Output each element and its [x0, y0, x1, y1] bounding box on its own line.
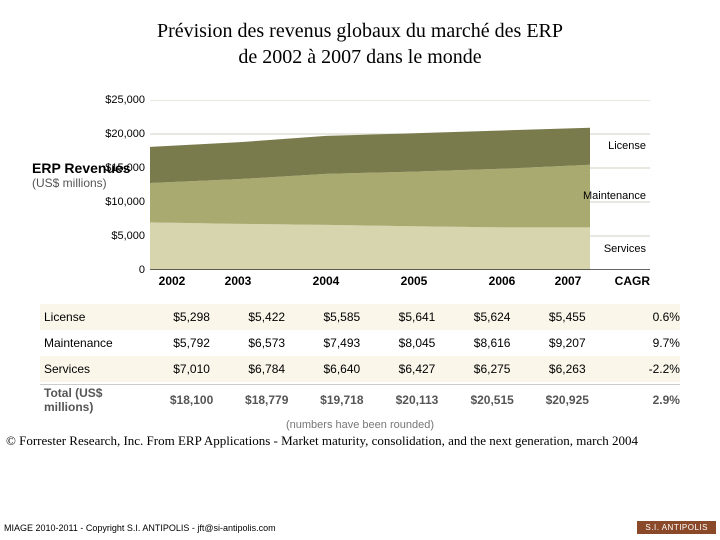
ytick-label: $15,000: [95, 162, 145, 174]
title-line2: de 2002 à 2007 dans le monde: [238, 46, 481, 68]
table-row: Maintenance$5,792$6,573$7,493$8,045$8,61…: [40, 330, 680, 356]
table-cell: $6,640: [304, 362, 379, 376]
table-cell: $7,493: [304, 336, 379, 350]
page-title: Prévision des revenus globaux du marché …: [0, 0, 720, 70]
ytick-label: 0: [95, 264, 145, 276]
table-cell: $18,100: [154, 393, 229, 407]
credit-line: © Forrester Research, Inc. From ERP Appl…: [6, 433, 714, 449]
chart-svg: [150, 100, 650, 270]
data-table: License$5,298$5,422$5,585$5,641$5,624$5,…: [40, 304, 680, 413]
table-cell: -2.2%: [605, 362, 680, 376]
row-cells: $7,010$6,784$6,640$6,427$6,275$6,263-2.2…: [154, 362, 680, 376]
xtick-year: 2006: [458, 274, 546, 296]
xtick-year: 2005: [370, 274, 458, 296]
table-cell: $5,641: [379, 310, 454, 324]
table-cell: $6,784: [229, 362, 304, 376]
table-cell: $19,718: [304, 393, 379, 407]
table-cell: $5,422: [229, 310, 304, 324]
ytick-label: $10,000: [95, 196, 145, 208]
table-cell: 9.7%: [605, 336, 680, 350]
stacked-area-chart: $25,000$20,000$15,000$10,000$5,0000Servi…: [150, 100, 650, 270]
table-cell: $5,585: [304, 310, 379, 324]
table-cell: $8,045: [379, 336, 454, 350]
xtick-year: 2004: [282, 274, 370, 296]
xtick-year: 2003: [194, 274, 282, 296]
table-cell: $7,010: [154, 362, 229, 376]
xtick-year: 2002: [150, 274, 194, 296]
series-label: License: [608, 140, 646, 152]
xtick-year: 2007: [546, 274, 590, 296]
footer: MIAGE 2010-2011 - Copyright S.I. ANTIPOL…: [4, 521, 716, 534]
rounded-note: (numbers have been rounded): [0, 419, 720, 431]
table-cell: $6,573: [229, 336, 304, 350]
table-row: Total (US$ millions)$18,100$18,779$19,71…: [40, 384, 680, 413]
table-cell: $9,207: [530, 336, 605, 350]
ytick-label: $20,000: [95, 128, 145, 140]
table-cell: 2.9%: [605, 393, 680, 407]
table-cell: $5,298: [154, 310, 229, 324]
table-cell: $6,427: [379, 362, 454, 376]
row-cells: $5,792$6,573$7,493$8,045$8,616$9,2079.7%: [154, 336, 680, 350]
row-cells: $5,298$5,422$5,585$5,641$5,624$5,4550.6%: [154, 310, 680, 324]
table-cell: $5,792: [154, 336, 229, 350]
row-cells: $18,100$18,779$19,718$20,113$20,515$20,9…: [154, 393, 680, 407]
row-label: License: [40, 310, 154, 324]
table-cell: $20,113: [379, 393, 454, 407]
x-axis-labels: 200220032004200520062007CAGR: [150, 274, 650, 296]
table-row: Services$7,010$6,784$6,640$6,427$6,275$6…: [40, 356, 680, 382]
row-label: Services: [40, 362, 154, 376]
table-cell: $6,275: [455, 362, 530, 376]
table-cell: $5,455: [530, 310, 605, 324]
table-cell: $8,616: [455, 336, 530, 350]
series-label: Maintenance: [583, 190, 646, 202]
table-cell: $18,779: [229, 393, 304, 407]
footer-badge: S.I. ANTIPOLIS: [637, 521, 716, 534]
table-cell: $20,515: [455, 393, 530, 407]
table-row: License$5,298$5,422$5,585$5,641$5,624$5,…: [40, 304, 680, 330]
cagr-header: CAGR: [590, 274, 650, 296]
table-cell: $20,925: [530, 393, 605, 407]
table-cell: $5,624: [455, 310, 530, 324]
title-line1: Prévision des revenus globaux du marché …: [157, 20, 563, 42]
ytick-label: $5,000: [95, 230, 145, 242]
ylabel-sub: (US$ millions): [32, 176, 142, 190]
chart-container: ERP Revenues (US$ millions) $25,000$20,0…: [40, 100, 680, 296]
row-label: Total (US$ millions): [40, 386, 154, 414]
row-label: Maintenance: [40, 336, 154, 350]
table-cell: $6,263: [530, 362, 605, 376]
footer-left: MIAGE 2010-2011 - Copyright S.I. ANTIPOL…: [4, 523, 276, 533]
ytick-label: $25,000: [95, 94, 145, 106]
table-cell: 0.6%: [605, 310, 680, 324]
series-label: Services: [604, 243, 646, 255]
